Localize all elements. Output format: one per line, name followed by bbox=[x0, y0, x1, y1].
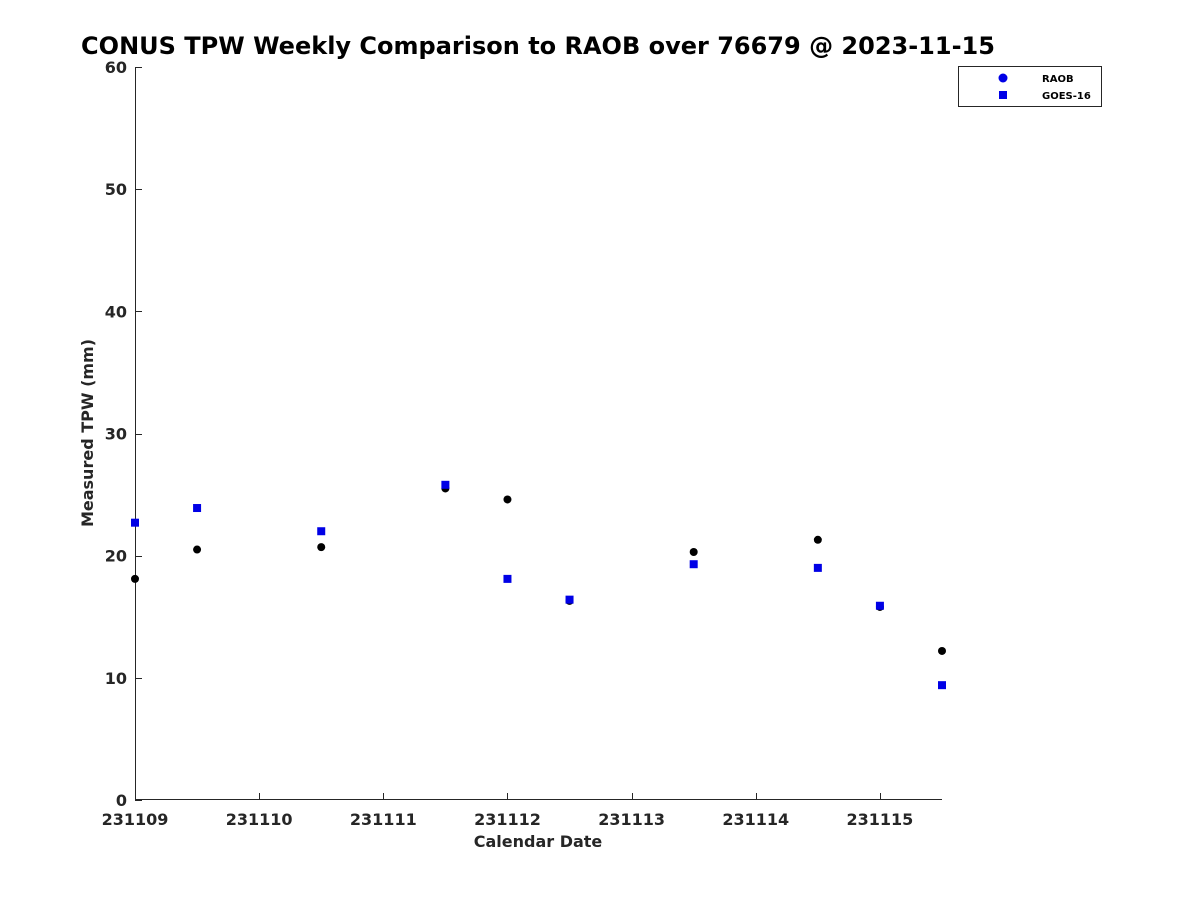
y-tick-label: 50 bbox=[105, 180, 127, 199]
point-raob bbox=[317, 543, 326, 552]
y-tick-label: 10 bbox=[105, 669, 127, 688]
point-goes-16 bbox=[317, 527, 326, 536]
chart-title: CONUS TPW Weekly Comparison to RAOB over… bbox=[81, 32, 995, 60]
point-goes-16 bbox=[565, 595, 574, 604]
point-raob bbox=[813, 535, 822, 544]
y-tick-label: 40 bbox=[105, 302, 127, 321]
point-raob bbox=[131, 574, 139, 583]
point-raob bbox=[193, 545, 202, 554]
x-tick-label: 231113 bbox=[598, 810, 665, 829]
legend-label: GOES-16 bbox=[1042, 91, 1091, 102]
y-tick-label: 0 bbox=[116, 791, 127, 810]
legend-marker-raob bbox=[998, 73, 1008, 83]
point-goes-16 bbox=[441, 480, 450, 489]
point-raob bbox=[503, 495, 512, 504]
x-tick-label: 231115 bbox=[847, 810, 914, 829]
y-axis-label: Measured TPW (mm) bbox=[78, 339, 97, 527]
x-tick-label: 231114 bbox=[722, 810, 789, 829]
y-tick-label: 20 bbox=[105, 547, 127, 566]
legend-label: RAOB bbox=[1042, 74, 1074, 85]
x-ticks: 231109 231110 231111 231112 231113 231114 2311… bbox=[102, 793, 914, 829]
y-tick-label: 60 bbox=[105, 58, 127, 77]
point-goes-16 bbox=[503, 574, 512, 583]
legend-marker-goes-16 bbox=[999, 91, 1007, 99]
point-raob bbox=[938, 646, 946, 655]
x-tick-label: 231110 bbox=[226, 810, 293, 829]
x-axis-label: Calendar Date bbox=[474, 832, 603, 851]
x-tick-label: 231111 bbox=[350, 810, 417, 829]
point-raob bbox=[689, 548, 698, 557]
point-goes-16 bbox=[813, 563, 822, 572]
point-goes-16 bbox=[131, 518, 139, 527]
y-ticks: 0 10 20 30 40 50 60 bbox=[105, 58, 142, 810]
axes bbox=[135, 67, 942, 800]
x-tick-label: 231112 bbox=[474, 810, 541, 829]
legend-box bbox=[958, 66, 1102, 107]
x-tick-label: 231109 bbox=[102, 810, 169, 829]
y-tick-label: 30 bbox=[105, 425, 127, 444]
point-goes-16 bbox=[875, 601, 884, 610]
data-points bbox=[131, 480, 946, 690]
point-goes-16 bbox=[193, 504, 202, 513]
point-goes-16 bbox=[938, 681, 946, 690]
point-goes-16 bbox=[689, 560, 698, 569]
legend: RAOB GOES-16 bbox=[958, 66, 1102, 107]
